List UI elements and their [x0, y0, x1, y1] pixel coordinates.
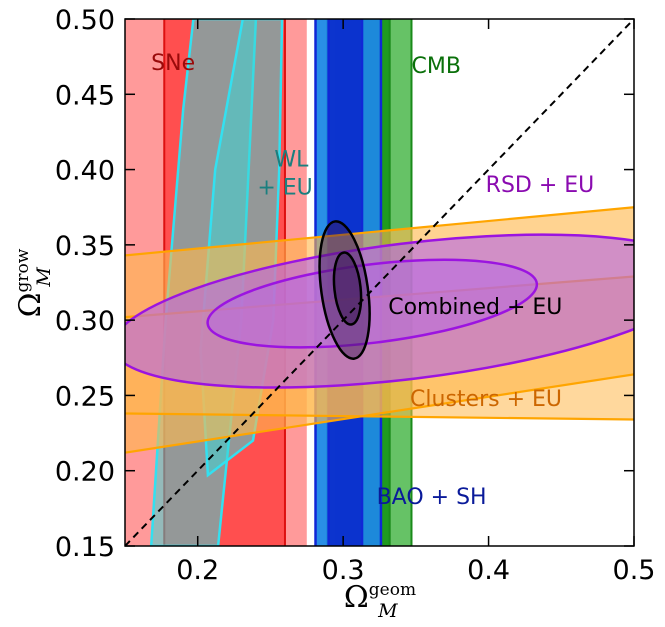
x-tick-label: 0.3	[322, 555, 365, 586]
combined-inner-contour	[332, 251, 363, 326]
x-tick-label: 0.4	[467, 555, 510, 586]
plot-frame	[124, 18, 635, 547]
x-axis-label: Ωgeom M	[344, 580, 416, 622]
label-clusters-eu: Clusters + EU	[410, 387, 562, 412]
axis-label-base: Ω	[13, 292, 48, 317]
clusters-contour-line-0	[125, 206, 634, 257]
axis-label-sup: geom	[369, 580, 416, 600]
axis-label-sub: M	[377, 600, 398, 622]
label-line: RSD + EU	[486, 173, 595, 198]
label-line: CMB	[411, 54, 460, 79]
y-tick-label: 0.50	[55, 5, 115, 36]
label-wl-eu: WL + EU	[257, 148, 312, 201]
axis-label-base: Ω	[344, 580, 369, 615]
label-cmb: CMB	[411, 54, 460, 79]
clusters-contour-line-1	[125, 373, 634, 454]
label-line: SNe	[151, 51, 195, 76]
y-tick-label: 0.25	[55, 381, 115, 412]
y-tick-label: 0.45	[55, 80, 115, 111]
label-combined-eu: Combined + EU	[388, 295, 562, 320]
label-line: + EU	[257, 176, 312, 201]
label-line: BAO + SH	[377, 485, 487, 510]
label-sne: SNe	[151, 51, 195, 76]
label-line: Clusters + EU	[410, 387, 562, 412]
label-line: Combined + EU	[388, 295, 562, 320]
rsd-inner-contour	[206, 258, 539, 349]
clusters-contour-line-3	[125, 412, 634, 421]
region-labels: SNe WL + EU CMB BAO + SH Clusters + EU RSD + E…	[151, 51, 594, 510]
y-tick-label: 0.15	[55, 532, 115, 563]
label-line: WL	[274, 148, 309, 173]
label-bao-sh: BAO + SH	[377, 485, 487, 510]
label-rsd-eu: RSD + EU	[486, 173, 595, 198]
x-tick-label: 0.2	[176, 555, 219, 586]
axis-ticks: 0.2 0.3 0.4 0.5 0.15 0.20 0.25 0.30 0.35 0.40 0.45…	[55, 5, 656, 586]
axis-label-sup: grow	[13, 248, 33, 292]
y-tick-label: 0.40	[55, 156, 115, 187]
diagonal-reference-line	[125, 19, 634, 546]
axis-label-sub: M	[33, 267, 55, 288]
y-tick-label: 0.20	[55, 457, 115, 488]
y-tick-label: 0.35	[55, 231, 115, 262]
y-tick-label: 0.30	[55, 306, 115, 337]
y-axis-label: ΩgrowM	[13, 248, 55, 317]
contour-regions	[125, 19, 634, 546]
x-tick-label: 0.5	[613, 555, 656, 586]
reference-line-group	[125, 19, 634, 546]
